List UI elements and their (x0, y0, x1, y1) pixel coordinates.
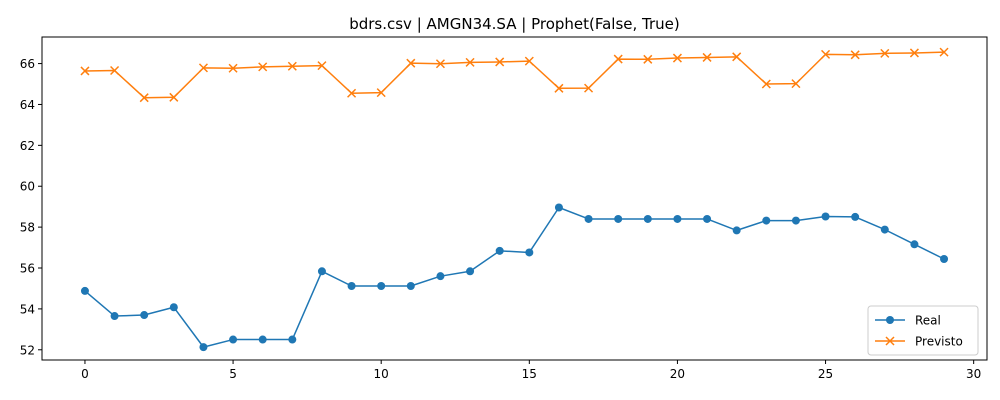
data-point-real (406, 281, 415, 290)
data-point-previsto (554, 83, 564, 93)
x-tick-label: 20 (670, 367, 685, 381)
y-tick-label: 64 (20, 98, 35, 112)
data-point-previsto (672, 53, 682, 63)
data-point-previsto (939, 47, 949, 57)
series-line-previsto (84, 51, 945, 99)
data-point-real (910, 240, 919, 249)
data-point-real (554, 203, 563, 212)
data-point-real (703, 214, 712, 223)
data-point-real (288, 335, 297, 344)
y-tick-label: 56 (20, 262, 35, 276)
data-point-previsto (909, 48, 919, 58)
data-point-previsto (495, 57, 505, 67)
data-point-previsto (880, 48, 890, 58)
data-point-previsto (80, 66, 90, 76)
data-point-real (317, 267, 326, 276)
plot-frame (41, 36, 988, 361)
legend-previsto-marker (885, 336, 895, 346)
data-point-real (436, 272, 445, 281)
legend-label-previsto: Previsto (915, 335, 963, 349)
y-tick-label: 52 (20, 343, 35, 357)
data-point-real (140, 311, 149, 320)
data-point-previsto (347, 88, 357, 98)
data-point-previsto (435, 59, 445, 69)
x-tick-label: 15 (522, 367, 537, 381)
x-tick-label: 25 (818, 367, 833, 381)
data-point-previsto (169, 92, 179, 102)
series-line-real (84, 206, 945, 348)
y-tick-label: 62 (20, 139, 35, 153)
data-point-real (851, 212, 860, 221)
x-tick-label: 0 (81, 367, 89, 381)
data-point-real (466, 267, 475, 276)
data-point-real (525, 248, 534, 257)
data-point-real (880, 225, 889, 234)
data-point-previsto (613, 54, 623, 64)
data-point-previsto (228, 63, 238, 73)
y-tick-label: 66 (20, 57, 35, 71)
data-point-previsto (821, 49, 831, 59)
legend-label-real: Real (915, 314, 941, 328)
data-point-real (80, 286, 89, 295)
data-point-previsto (110, 65, 120, 76)
data-point-previsto (287, 61, 297, 71)
data-point-real (495, 246, 504, 255)
data-point-previsto (139, 93, 149, 103)
y-tick-label: 60 (20, 180, 35, 194)
data-point-real (643, 214, 652, 223)
data-point-real (169, 303, 178, 312)
data-point-real (940, 255, 949, 264)
data-point-previsto (791, 79, 801, 89)
data-point-previsto (732, 52, 742, 62)
data-point-previsto (465, 57, 475, 67)
data-point-previsto (524, 56, 534, 66)
data-point-previsto (317, 61, 327, 71)
data-point-previsto (584, 83, 594, 93)
data-point-real (584, 214, 593, 223)
data-point-real (821, 212, 830, 221)
data-point-real (199, 343, 208, 352)
data-point-real (258, 335, 267, 344)
data-point-real (791, 216, 800, 225)
data-point-previsto (376, 88, 386, 98)
y-tick-label: 54 (20, 302, 35, 316)
data-point-real (732, 226, 741, 235)
data-point-previsto (406, 58, 416, 68)
chart-title: bdrs.csv | AMGN34.SA | Prophet(False, Tr… (349, 15, 680, 33)
x-tick-label: 5 (229, 367, 237, 381)
data-point-real (229, 335, 238, 344)
x-tick-label: 30 (966, 367, 981, 381)
data-point-previsto (643, 54, 653, 64)
data-point-real (614, 214, 623, 223)
data-point-real (762, 216, 771, 225)
data-point-previsto (198, 63, 208, 73)
legend-box (867, 305, 979, 356)
data-point-real (377, 281, 386, 290)
data-point-previsto (258, 62, 268, 72)
data-point-real (673, 214, 682, 223)
x-tick-label: 10 (374, 367, 389, 381)
data-point-real (110, 312, 119, 321)
data-point-previsto (761, 79, 771, 89)
data-point-previsto (850, 50, 860, 60)
legend-real-marker (886, 316, 894, 324)
data-point-previsto (702, 52, 712, 62)
y-tick-label: 58 (20, 221, 35, 235)
legend: Real Previsto (867, 305, 979, 356)
data-point-real (347, 281, 356, 290)
